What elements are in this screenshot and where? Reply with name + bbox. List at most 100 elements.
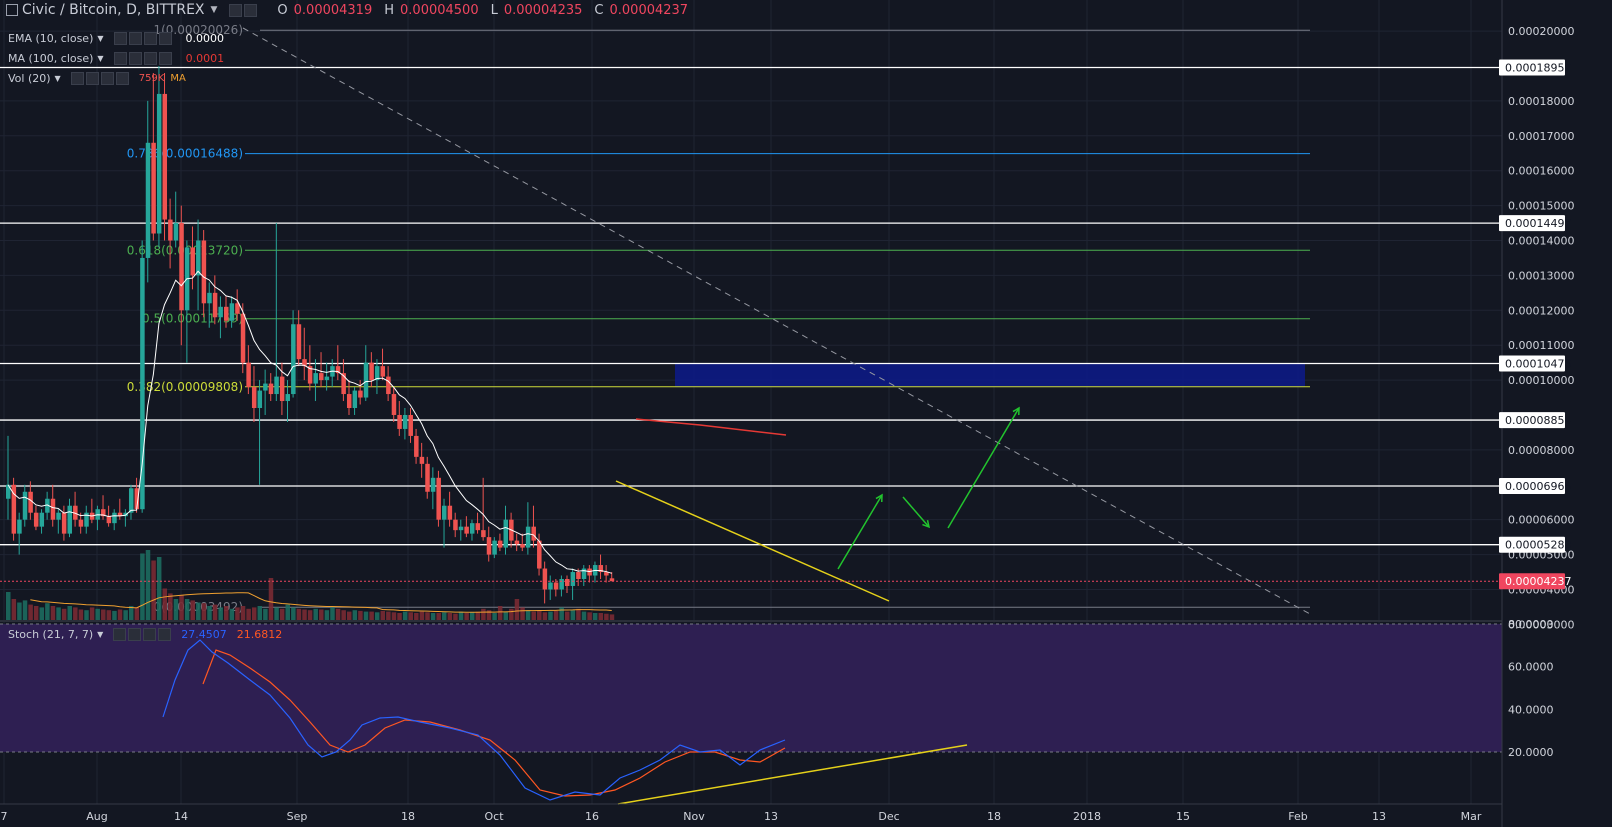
candle-body [33,512,39,527]
price-tick: 0.00008000 [1508,444,1574,457]
series-controls[interactable] [229,3,258,17]
candle [73,491,78,527]
candle [84,505,89,534]
volume-bar [89,607,95,620]
candle [128,484,134,520]
close-icon[interactable] [100,71,114,85]
price-tag-bg [1499,59,1565,76]
ma-controls[interactable] [113,51,172,65]
stoch-tick: 40.0000 [1508,703,1554,716]
close-icon[interactable] [143,627,157,641]
gear-icon[interactable] [85,71,99,85]
more-icon[interactable] [158,627,172,641]
volume-bar [134,607,140,620]
volume-bar [257,606,263,620]
volume-bar [581,611,587,620]
ema-controls[interactable] [113,31,172,45]
volume-bar [525,610,531,620]
candle-body [587,568,592,576]
stoch-label[interactable]: Stoch (21, 7, 7) [8,627,94,641]
eye-icon[interactable] [113,627,127,641]
chevron-down-icon[interactable]: ▼ [97,33,104,43]
vol-controls[interactable] [70,71,129,85]
chevron-down-icon[interactable]: ▼ [97,629,104,639]
symbol-menu-icon[interactable] [6,4,18,16]
more-icon[interactable] [158,51,172,65]
chevron-down-icon[interactable]: ▼ [210,5,218,15]
eye-icon[interactable] [70,71,84,85]
candle-body [263,383,268,391]
more-icon[interactable] [158,31,172,45]
stoch-legend[interactable]: Stoch (21, 7, 7) ▼ 27.4507 21.6812 [8,626,282,642]
candle-body [151,142,156,234]
candle-body [140,257,145,510]
gear-icon[interactable] [128,51,142,65]
price-tick: 0.00003000 [1508,618,1574,631]
candle-body [50,498,56,520]
vol-label[interactable]: Vol (20) [8,71,51,85]
ema-legend[interactable]: EMA (10, close) ▼ 0.0000 [8,30,224,46]
vol-legend[interactable]: Vol (20) ▼ 759K MA [8,70,186,86]
gear-icon[interactable] [128,31,142,45]
volume-bar [196,602,201,620]
candle-body [257,390,263,409]
eye-icon[interactable] [113,31,127,45]
ema-label[interactable]: EMA (10, close) [8,31,94,45]
candle-body [531,526,536,541]
candle [587,565,592,583]
price-tag-bg [1499,355,1565,372]
candle-body [28,491,33,513]
candle [56,509,61,534]
candle-body [307,366,313,384]
candle-body [274,376,279,395]
eye-icon[interactable] [229,3,243,17]
volume-bar [218,607,223,620]
gear-icon[interactable] [128,627,142,641]
close-icon[interactable] [143,51,157,65]
time-tick: 15 [1176,810,1190,823]
candle-body [162,93,168,220]
ma-label[interactable]: MA (100, close) [8,51,94,65]
price-tag: 0.00008854 [1505,414,1571,427]
gear-icon[interactable] [244,3,258,17]
symbol-title[interactable]: Civic / Bitcoin, D, BITTREX [22,2,205,18]
ma-legend[interactable]: MA (100, close) ▼ 0.0001 [8,50,224,66]
candle-body [324,376,330,381]
candle [503,505,509,555]
candle [570,568,576,600]
close-icon[interactable] [143,31,157,45]
candle-body [73,505,78,520]
candle [22,484,28,527]
chevron-down-icon[interactable]: ▼ [54,73,61,83]
volume-bar [330,607,335,620]
volume-bar [447,613,453,620]
candle-body [302,359,307,367]
arrow-head [875,493,883,503]
candle [469,519,475,541]
arrow-shaft [837,494,883,570]
candle [112,509,117,531]
price-tick: 0.00016000 [1508,165,1574,178]
candle-body [84,512,89,527]
eye-icon[interactable] [113,51,127,65]
candle-body [542,568,548,590]
candle-body [240,313,246,363]
candle [6,435,11,520]
stoch-k-value: 27.4507 [181,627,227,641]
candle [196,219,201,311]
candle-body [553,582,559,590]
volume-bar [358,610,363,620]
candle-body [604,572,609,576]
volume-bar [414,613,419,620]
stoch-tick: 60.0000 [1508,661,1554,674]
chevron-down-icon[interactable]: ▼ [97,53,104,63]
volume-bar [263,608,268,620]
more-icon[interactable] [115,71,129,85]
candle [145,100,151,283]
candle [352,387,358,415]
time-tick: Feb [1288,810,1307,823]
stoch-controls[interactable] [113,627,172,641]
close-value: 0.00004237 [609,2,689,18]
candle-body [453,519,458,531]
